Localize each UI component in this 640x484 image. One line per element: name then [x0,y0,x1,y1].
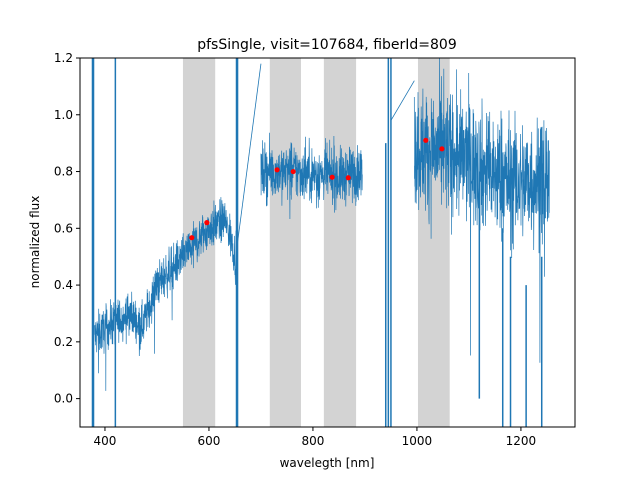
y-tick-label: 0.4 [54,278,73,292]
x-ticks: 400 600 800 1000 1200 [94,427,537,448]
shaded-band [269,58,301,427]
shaded-band [323,58,357,427]
x-tick-label: 600 [197,434,220,448]
y-tick-label: 0.2 [54,335,73,349]
x-axis-label: waveleg­th [nm] [280,456,375,470]
y-tick-label: 1.2 [54,51,73,65]
data-point [189,235,195,241]
data-point [423,137,429,143]
y-tick-label: 0.8 [54,165,73,179]
data-point [274,167,280,173]
x-tick-label: 1000 [402,434,433,448]
data-point [290,168,296,175]
x-tick-label: 800 [301,434,324,448]
data-point [329,174,335,180]
spectrum-blue [94,197,238,391]
x-tick-label: 400 [94,434,117,448]
points [189,137,445,241]
spectrum-gap-connector [237,63,262,243]
y-tick-label: 1.0 [54,108,73,122]
shaded-bands [182,58,450,427]
axes-frame [79,57,576,428]
y-ticks: 0.0 0.2 0.4 0.6 0.8 1.0 1.2 [54,51,80,406]
y-tick-label: 0.6 [54,221,73,235]
x-tick-label: 1200 [506,434,537,448]
spectrum [91,58,550,427]
chart-title: pfsSingle, visit=107684, fiberId=809 [197,37,457,53]
spectrum-gap-connector [390,80,415,121]
y-axis-label: normalized flux [28,196,42,289]
data-point [204,220,210,226]
spectrum-nir [413,58,550,363]
data-point [439,146,445,152]
y-tick-label: 0.0 [54,392,73,406]
data-point [345,175,351,181]
